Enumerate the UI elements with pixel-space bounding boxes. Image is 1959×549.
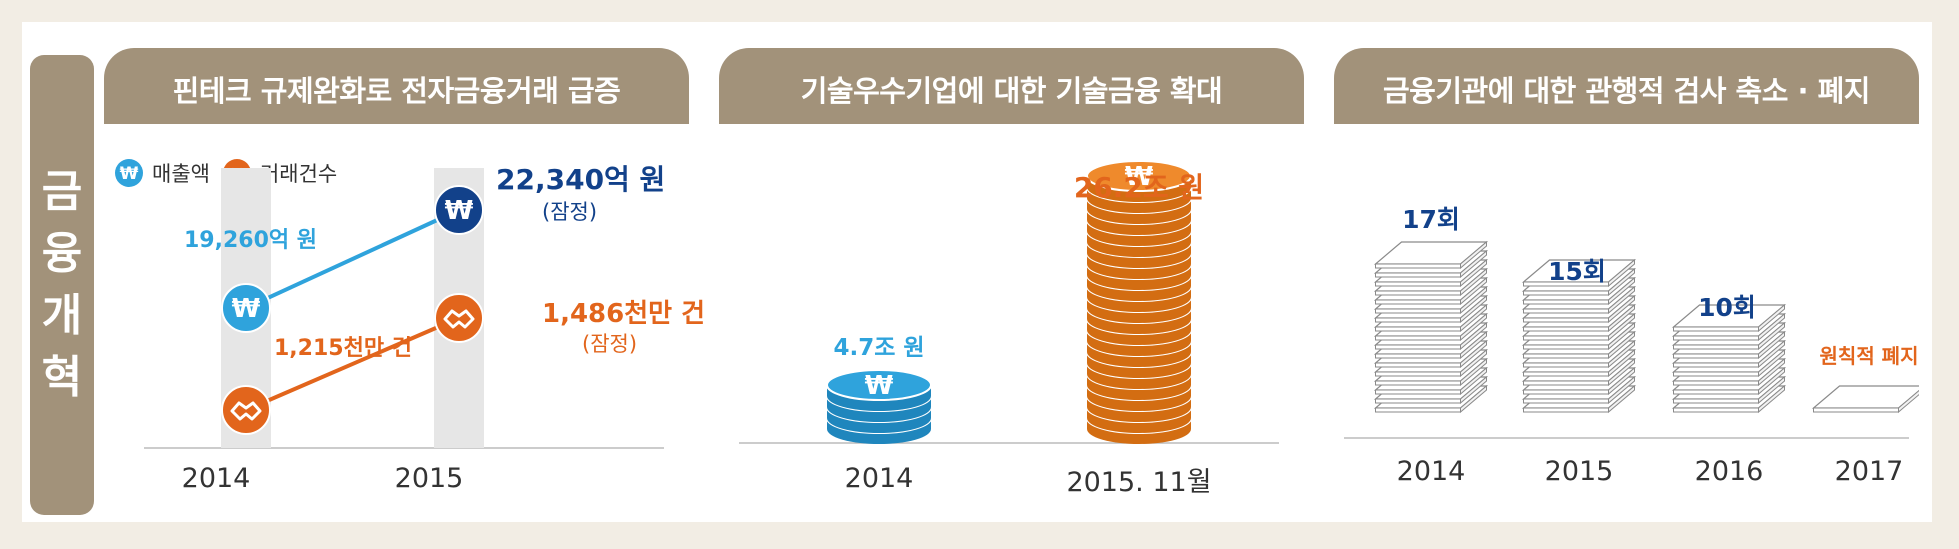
paper-stack	[1811, 385, 1919, 414]
handshake-icon	[434, 293, 484, 343]
inspect-label-2014: 17회	[1402, 205, 1460, 234]
tech-label-2014: 4.7조 원	[833, 335, 925, 361]
legend-label-count: 거래건수	[259, 162, 338, 186]
side-title-char: 융	[41, 228, 83, 279]
side-title-char: 혁	[41, 352, 83, 403]
sales-label-2014: 19,260억 원	[184, 228, 318, 253]
won-coin-icon: ₩	[115, 159, 143, 187]
svg-text:₩: ₩	[445, 196, 474, 226]
x-tick-2017: 2017	[1834, 456, 1904, 487]
coin-stack: ₩	[1086, 160, 1192, 444]
x-tick-2015: 2015	[1544, 456, 1614, 487]
count-note-2015: (잠정)	[582, 332, 638, 356]
won-coin-icon: ₩	[221, 283, 271, 333]
paper-stack	[1373, 240, 1489, 414]
sales-note-2015: (잠정)	[542, 200, 598, 224]
paper-stack	[1521, 258, 1637, 414]
sales-series-line	[245, 208, 460, 310]
x-tick-2014: 2014	[181, 463, 251, 494]
chart3-svg	[1344, 240, 1919, 439]
side-title-char: 금	[41, 166, 83, 217]
inspect-label-2016: 10회	[1698, 293, 1756, 322]
fintech-panel: 핀테크 규제완화로 전자금융거래 급증 ₩ 매출액 거래건수 ₩ ₩ 19,260…	[104, 48, 705, 518]
inspection-panel-title: 금융기관에 대한 관행적 검사 축소 · 폐지	[1334, 48, 1919, 124]
x-tick-2016: 2016	[1694, 456, 1764, 487]
tech-finance-panel: 기술우수기업에 대한 기술금융 확대 ₩ ₩ 4.7조 원 26.2조 원 201…	[719, 48, 1304, 518]
chart2-svg: ₩₩	[739, 160, 1279, 444]
won-coin-icon: ₩	[434, 185, 484, 235]
coin-stack: ₩	[826, 369, 932, 444]
won-coin-icon: ₩	[865, 371, 894, 401]
sales-label-2015: 22,340억 원	[496, 163, 666, 196]
count-label-2015: 1,486천만 건	[542, 299, 706, 329]
x-tick-2014: 2014	[1396, 456, 1466, 487]
paper-stack	[1671, 303, 1787, 414]
chart1-svg: ₩₩	[144, 168, 664, 449]
svg-text:₩: ₩	[120, 164, 139, 184]
won-coin-icon: ₩	[1125, 162, 1154, 192]
side-title-tab: 금 융 개 혁	[30, 55, 94, 515]
tech-label-2015: 26.2조 원	[1073, 171, 1205, 204]
x-tick-2015: 2015	[394, 463, 464, 494]
svg-text:₩: ₩	[232, 294, 261, 324]
side-title-char: 개	[41, 290, 83, 341]
count-series-line	[245, 316, 460, 412]
x-tick-2014: 2014	[844, 463, 914, 494]
inspect-label-2017: 원칙적 폐지	[1819, 344, 1919, 368]
legend-label-sales: 매출액	[152, 162, 210, 186]
inspection-panel: 금융기관에 대한 관행적 검사 축소 · 폐지 17회 15회 10회 원칙적 …	[1334, 48, 1919, 518]
fintech-panel-title: 핀테크 규제완화로 전자금융거래 급증	[104, 48, 689, 124]
inspect-label-2015: 15회	[1548, 257, 1606, 286]
x-tick-2015-nov: 2015. 11월	[1066, 467, 1212, 498]
tech-finance-panel-title: 기술우수기업에 대한 기술금융 확대	[719, 48, 1304, 124]
handshake-icon	[221, 385, 271, 435]
count-label-2014: 1,215천만 건	[274, 336, 412, 361]
